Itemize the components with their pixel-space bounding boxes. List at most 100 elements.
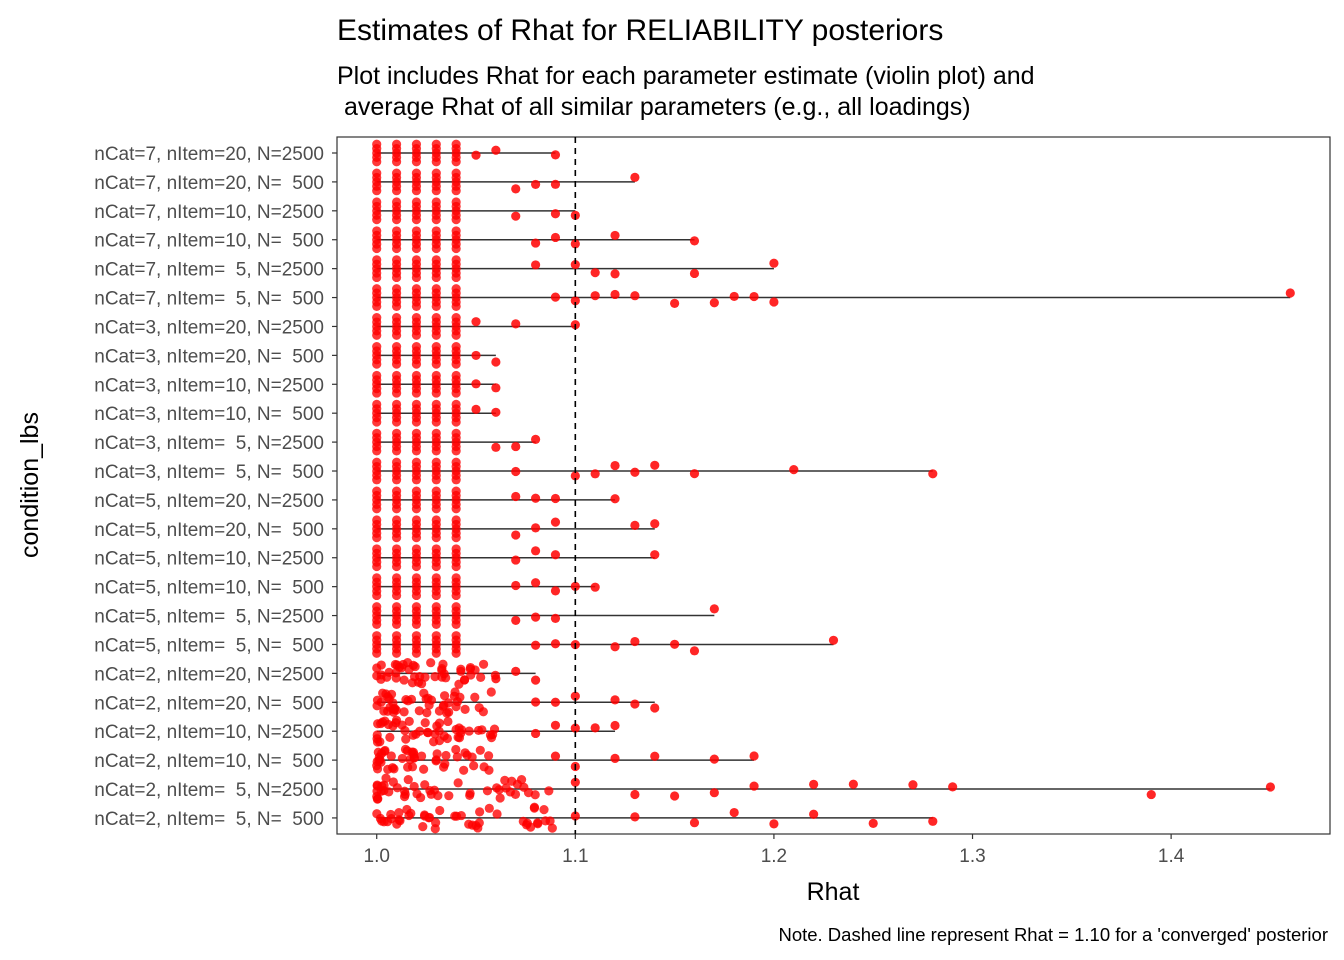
data-point bbox=[372, 243, 382, 254]
data-point bbox=[848, 779, 858, 789]
data-point bbox=[570, 777, 580, 787]
data-point bbox=[372, 701, 382, 711]
data-point bbox=[828, 635, 839, 645]
data-point bbox=[411, 504, 422, 514]
data-point bbox=[373, 747, 383, 757]
data-point bbox=[431, 330, 441, 340]
data-point bbox=[533, 819, 543, 829]
data-point bbox=[430, 672, 440, 682]
data-point bbox=[391, 446, 402, 456]
y-tick-label: nCat=7, nItem=20, N= 500 bbox=[94, 173, 324, 194]
data-point bbox=[475, 745, 485, 755]
data-point bbox=[388, 777, 398, 787]
data-point bbox=[411, 330, 422, 340]
data-point bbox=[372, 561, 382, 572]
data-point bbox=[471, 404, 481, 414]
data-point bbox=[484, 803, 494, 813]
data-point bbox=[482, 786, 493, 796]
data-point bbox=[409, 781, 419, 792]
data-point bbox=[451, 215, 461, 225]
data-point bbox=[550, 209, 561, 219]
data-point bbox=[391, 705, 401, 715]
category-row bbox=[372, 602, 719, 629]
data-point bbox=[431, 590, 441, 601]
data-point bbox=[451, 475, 461, 485]
data-point bbox=[386, 751, 396, 761]
data-point bbox=[670, 791, 680, 801]
data-point bbox=[471, 317, 481, 327]
data-point bbox=[418, 821, 428, 832]
plot-border bbox=[336, 136, 1331, 835]
data-point bbox=[391, 388, 402, 398]
data-point bbox=[510, 789, 521, 799]
data-point bbox=[809, 809, 819, 819]
data-point bbox=[531, 612, 541, 622]
data-point bbox=[416, 679, 427, 689]
data-point bbox=[422, 708, 432, 718]
data-point bbox=[431, 243, 441, 254]
data-point bbox=[444, 791, 454, 801]
x-axis-title: Rhat bbox=[807, 878, 860, 906]
data-point bbox=[391, 475, 402, 485]
data-point bbox=[420, 780, 430, 790]
data-point bbox=[729, 807, 739, 818]
data-point bbox=[570, 259, 580, 270]
data-point bbox=[411, 475, 422, 485]
data-point bbox=[491, 407, 501, 417]
data-point bbox=[484, 751, 494, 761]
data-point bbox=[451, 561, 461, 572]
y-tick-label: nCat=5, nItem=10, N= 500 bbox=[94, 578, 324, 599]
data-point bbox=[407, 747, 417, 757]
data-point bbox=[570, 581, 580, 591]
data-point bbox=[550, 751, 561, 761]
y-tick-label: nCat=7, nItem= 5, N= 500 bbox=[94, 289, 324, 310]
category-row bbox=[372, 226, 700, 254]
data-point bbox=[529, 803, 539, 813]
data-point bbox=[451, 744, 461, 755]
data-point bbox=[451, 243, 461, 254]
data-point bbox=[391, 590, 402, 601]
data-point bbox=[511, 666, 521, 676]
data-point bbox=[394, 807, 404, 818]
category-row bbox=[372, 657, 541, 689]
data-point bbox=[531, 728, 541, 739]
data-point bbox=[430, 824, 440, 834]
data-point bbox=[399, 675, 409, 685]
data-point bbox=[511, 441, 521, 452]
data-point bbox=[486, 687, 496, 697]
data-point bbox=[372, 388, 382, 398]
data-point bbox=[381, 773, 391, 783]
data-point bbox=[511, 555, 521, 565]
category-row bbox=[372, 139, 561, 167]
data-point bbox=[1265, 782, 1276, 792]
category-row bbox=[372, 457, 938, 485]
data-point bbox=[431, 504, 441, 514]
data-point bbox=[610, 642, 620, 652]
data-point bbox=[1146, 789, 1156, 800]
data-point bbox=[459, 675, 470, 685]
data-point bbox=[550, 292, 561, 302]
data-point bbox=[429, 785, 440, 795]
data-point bbox=[492, 809, 502, 819]
y-tick-label: nCat=5, nItem=20, N= 500 bbox=[94, 520, 324, 541]
category-row bbox=[372, 255, 779, 283]
data-point bbox=[471, 820, 481, 831]
category-row bbox=[372, 687, 660, 718]
data-point bbox=[689, 818, 700, 828]
data-point bbox=[531, 260, 541, 270]
data-point bbox=[531, 578, 541, 588]
data-point bbox=[459, 765, 469, 775]
data-point bbox=[476, 672, 486, 682]
y-tick-label: nCat=5, nItem= 5, N= 500 bbox=[94, 635, 324, 656]
data-point bbox=[491, 383, 501, 393]
data-point bbox=[550, 232, 561, 243]
data-point bbox=[372, 533, 382, 543]
data-point bbox=[372, 446, 382, 456]
data-point bbox=[372, 330, 382, 340]
data-point bbox=[689, 268, 700, 279]
category-row bbox=[372, 802, 938, 834]
x-tick-label: 1.2 bbox=[761, 846, 787, 867]
data-point bbox=[391, 359, 402, 369]
data-point bbox=[630, 789, 640, 800]
data-point bbox=[372, 157, 382, 167]
